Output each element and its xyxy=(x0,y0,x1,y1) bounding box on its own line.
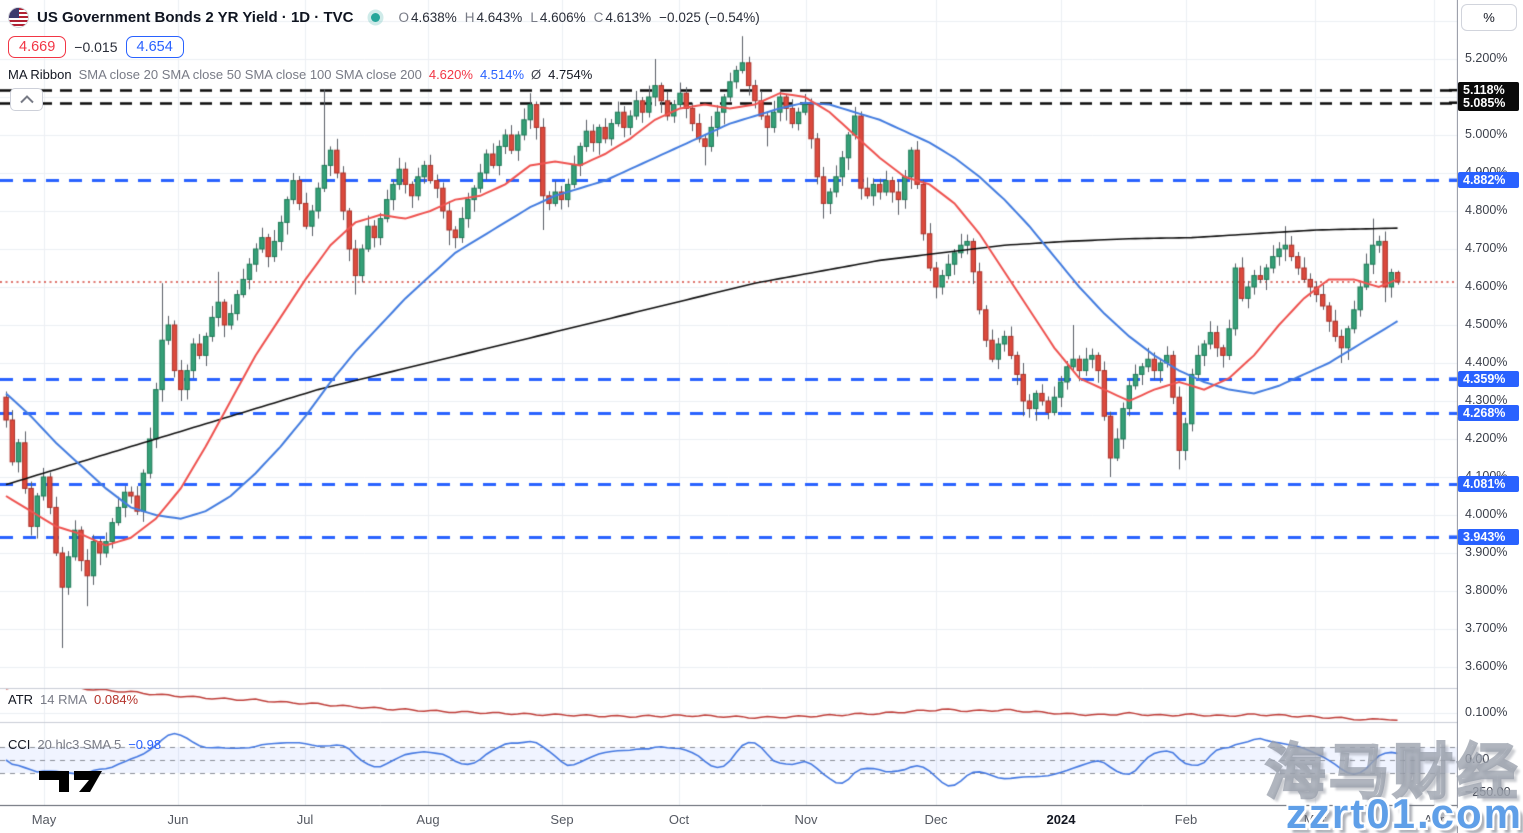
indicator-params: SMA close 20 SMA close 50 SMA close 100 … xyxy=(78,67,422,82)
level-price-label: 5.118% xyxy=(1458,82,1519,99)
collapse-legend-button[interactable] xyxy=(10,88,43,111)
price-tick-label: 4.500% xyxy=(1465,317,1508,331)
price-tick-label: 3.600% xyxy=(1465,659,1508,673)
time-axis-label: Aug xyxy=(416,812,440,827)
atr-params: 14 RMA xyxy=(40,692,88,707)
tradingview-logo[interactable] xyxy=(38,770,102,793)
level-price-label: 3.943% xyxy=(1458,528,1519,545)
price-tick-label: 4.300% xyxy=(1465,393,1508,407)
price-tick-label: 4.000% xyxy=(1465,507,1508,521)
price-tick-label: 4.400% xyxy=(1465,355,1508,369)
low-value: 4.606% xyxy=(539,10,586,25)
ma-ribbon-legend[interactable]: MA Ribbon SMA close 20 SMA close 50 SMA … xyxy=(8,67,592,82)
atr-tick-label: 0.100% xyxy=(1465,705,1508,719)
indicator-name[interactable]: MA Ribbon xyxy=(8,67,72,82)
close-value: 4.613% xyxy=(605,10,652,25)
time-axis-label: Jun xyxy=(167,812,189,827)
atr-name[interactable]: ATR xyxy=(8,692,34,707)
time-axis-label: Mar xyxy=(1303,812,1327,827)
symbol-legend[interactable]: US Government Bonds 2 YR Yield · 1D · TV… xyxy=(8,7,760,28)
us-flag-icon xyxy=(8,7,29,28)
sma200-value: 4.754% xyxy=(548,67,593,82)
time-axis-label: Nov xyxy=(794,812,818,827)
spread-value: −0.015 xyxy=(74,39,118,55)
level-price-label: 4.882% xyxy=(1458,171,1519,188)
high-label: H xyxy=(464,10,475,25)
price-tick-label: 3.900% xyxy=(1465,545,1508,559)
level-price-label: 4.268% xyxy=(1458,405,1519,422)
axis-unit-button[interactable]: % xyxy=(1461,4,1517,31)
market-status-dot-icon[interactable] xyxy=(371,13,381,22)
price-tick-label: 4.800% xyxy=(1465,203,1508,217)
cci-params: 20 hlc3 SMA 5 xyxy=(37,737,122,752)
sma20-value: 4.620% xyxy=(428,67,473,82)
chevron-up-icon xyxy=(19,95,34,104)
level-price-label: 5.085% xyxy=(1458,94,1519,111)
change-value: −0.025 (−0.54%) xyxy=(659,10,760,25)
atr-value: 0.084% xyxy=(94,692,139,707)
time-axis-label: May xyxy=(31,812,57,827)
price-tick-label: 4.200% xyxy=(1465,431,1508,445)
low-label: L xyxy=(530,10,538,25)
cci-name[interactable]: CCI xyxy=(8,737,31,752)
time-axis-label: 2024 xyxy=(1046,812,1076,827)
price-tick-label: 5.200% xyxy=(1465,51,1508,65)
ask-price-box[interactable]: 4.669 xyxy=(8,36,67,58)
cci-value: −0.98 xyxy=(128,737,162,752)
price-tick-label: 5.000% xyxy=(1465,127,1508,141)
high-value: 4.643% xyxy=(476,10,523,25)
sma100-value: Ø xyxy=(531,67,542,82)
level-price-label: 4.359% xyxy=(1458,370,1519,387)
price-tick-label: 4.700% xyxy=(1465,241,1508,255)
time-axis-label: Sep xyxy=(550,812,574,827)
level-price-label: 4.081% xyxy=(1458,476,1519,493)
sma50-value: 4.514% xyxy=(479,67,525,82)
close-label: C xyxy=(593,10,604,25)
open-label: O xyxy=(398,10,409,25)
quote-row: 4.669 −0.015 4.654 xyxy=(8,36,184,58)
atr-legend[interactable]: ATR 14 RMA 0.084% xyxy=(8,692,138,707)
time-axis-label: Apr xyxy=(1423,812,1445,827)
cci-tick-label: 0.00 xyxy=(1465,752,1490,766)
cci-legend[interactable]: CCI 20 hlc3 SMA 5 −0.98 xyxy=(8,737,161,752)
price-tick-label: 4.600% xyxy=(1465,279,1508,293)
time-axis[interactable]: May Jun Jul Aug Sep Oct Nov Dec 2024 Feb Mar Apr xyxy=(0,806,1523,833)
time-axis-label: Oct xyxy=(668,812,690,827)
bid-price-box[interactable]: 4.654 xyxy=(125,36,184,58)
time-axis-label: Jul xyxy=(296,812,314,827)
time-axis-label: Feb xyxy=(1174,812,1198,827)
ohlc-values: O 4.638% H 4.643% L 4.606% C 4.613% −0.0… xyxy=(398,10,759,25)
cci-tick-label: −250.00 xyxy=(1465,784,1511,799)
price-axis[interactable]: % 5.200%5.100%5.000%4.900%4.800%4.700%4.… xyxy=(1458,0,1523,833)
open-value: 4.638% xyxy=(410,10,457,25)
price-tick-label: 3.800% xyxy=(1465,583,1508,597)
symbol-title[interactable]: US Government Bonds 2 YR Yield · 1D · TV… xyxy=(37,9,354,26)
price-tick-label: 3.700% xyxy=(1465,621,1508,635)
time-axis-label: Dec xyxy=(924,812,948,827)
